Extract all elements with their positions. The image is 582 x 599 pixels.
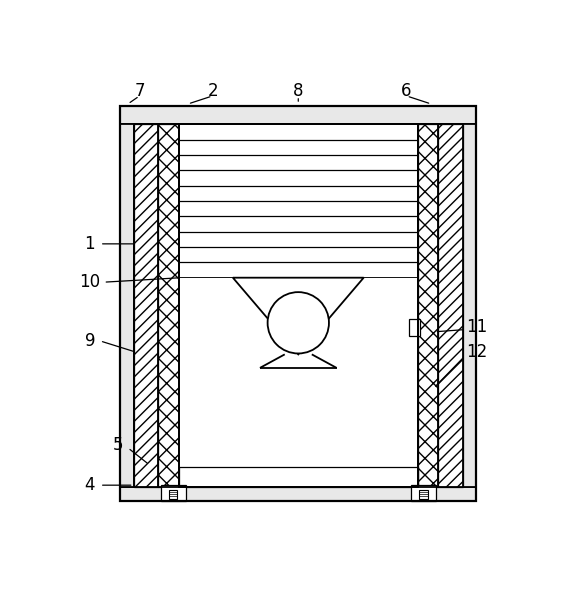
Text: 6: 6 <box>401 81 412 99</box>
Text: 12: 12 <box>466 343 487 361</box>
Bar <box>420 489 428 499</box>
Bar <box>409 319 420 336</box>
Circle shape <box>268 292 329 353</box>
Bar <box>179 125 418 278</box>
Text: 7: 7 <box>134 81 145 99</box>
Bar <box>158 125 179 488</box>
Text: 9: 9 <box>84 332 95 350</box>
Text: 5: 5 <box>112 435 123 453</box>
Bar <box>120 125 134 488</box>
Bar <box>120 488 477 501</box>
Bar <box>161 485 186 501</box>
Text: 10: 10 <box>79 273 101 291</box>
Polygon shape <box>233 278 364 355</box>
Text: 2: 2 <box>207 81 218 99</box>
Bar <box>418 125 438 488</box>
Bar <box>179 278 418 488</box>
Bar <box>169 489 177 499</box>
Text: 1: 1 <box>84 235 95 253</box>
Bar <box>179 125 418 488</box>
Text: 4: 4 <box>84 476 95 494</box>
Bar <box>463 125 477 488</box>
Text: 8: 8 <box>293 81 304 99</box>
Bar <box>120 106 477 125</box>
Bar <box>179 125 418 488</box>
Bar <box>134 125 158 488</box>
Bar <box>438 125 463 488</box>
Bar <box>120 106 477 501</box>
Text: 11: 11 <box>466 318 487 336</box>
Bar <box>120 106 477 501</box>
Bar <box>411 485 436 501</box>
Bar <box>179 467 418 488</box>
